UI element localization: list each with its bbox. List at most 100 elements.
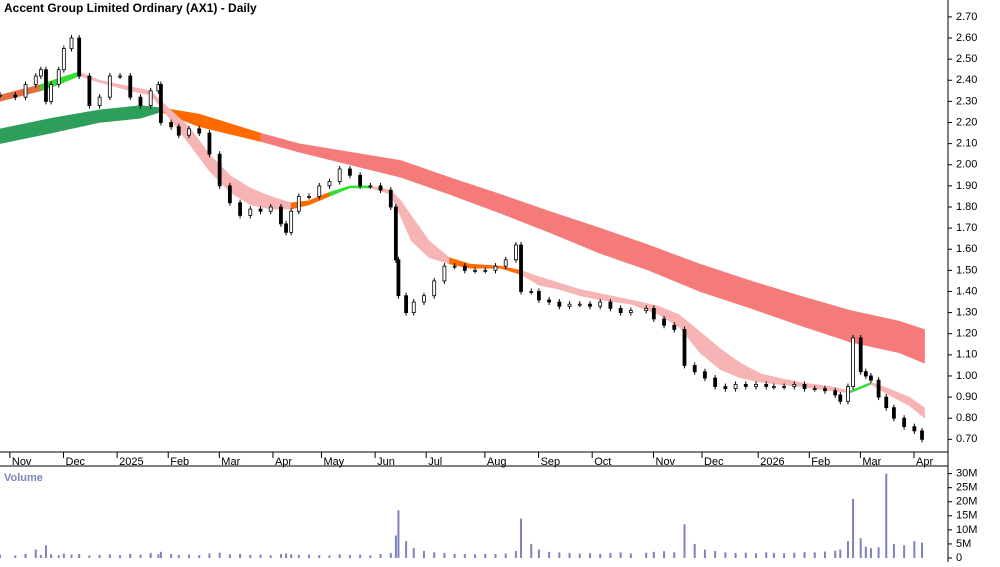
ribbon-segment (449, 257, 471, 269)
candle (692, 365, 697, 373)
candle (44, 69, 48, 102)
candle (577, 303, 582, 306)
candle (483, 269, 488, 272)
candle (128, 75, 133, 98)
candle (148, 90, 153, 107)
candle (138, 96, 143, 107)
volume-bar (772, 552, 775, 558)
candle (284, 223, 288, 233)
volume-bar (813, 552, 816, 558)
candle (307, 196, 311, 198)
volume-bar (70, 554, 73, 558)
volume-bar (422, 550, 425, 558)
volume-bar (663, 551, 666, 558)
candle (851, 337, 855, 387)
candle (197, 128, 202, 134)
volume-bar (869, 548, 872, 558)
candle (547, 299, 552, 303)
candle (396, 259, 401, 297)
x-tick-label: Feb (170, 456, 189, 468)
volume-bar (308, 554, 311, 558)
y-tick-label: 2.10 (956, 138, 977, 150)
volume-bar (609, 552, 612, 558)
volume-bar (170, 554, 173, 558)
x-tick-label: Sep (541, 456, 561, 468)
ribbon-segment (428, 240, 450, 265)
candle (644, 307, 649, 311)
candle (557, 301, 562, 307)
ribbon-segment (349, 151, 402, 178)
volume-bar (379, 554, 382, 558)
volume-bar (57, 555, 60, 558)
x-tick-label: Nov (12, 456, 32, 468)
y-tick-label: 0.90 (956, 391, 977, 403)
volume-bar (703, 549, 706, 558)
y-tick-label: 1.70 (956, 222, 977, 234)
volume-bar (249, 554, 252, 558)
axes: 0.70 0.80 0.90 1.00 1.10 1.20 1.30 1.40 1.50 1.60… (0, 0, 977, 564)
volume-bar (44, 545, 47, 558)
candle (682, 329, 687, 366)
volume-bar (578, 553, 581, 558)
volume-bar (108, 554, 111, 558)
candle (703, 371, 707, 379)
candle (248, 208, 253, 216)
candle (912, 426, 917, 432)
x-tick-label: Jun (377, 456, 395, 468)
candle (159, 84, 163, 123)
y-tick-label: 2.30 (956, 95, 977, 107)
candle (279, 206, 283, 225)
volume-bar (78, 554, 81, 558)
candle (56, 69, 61, 85)
volume-bar (34, 549, 37, 558)
volume-tick-label: 10M (956, 524, 977, 536)
candle (393, 206, 398, 261)
candle (876, 379, 881, 398)
volume-bar (755, 553, 757, 558)
candle (493, 265, 498, 271)
volume-bar (877, 547, 880, 558)
candle (268, 206, 273, 212)
candle (771, 386, 776, 388)
candle (588, 303, 592, 307)
y-tick-label: 2.50 (956, 53, 977, 65)
y-tick-label: 2.70 (956, 11, 977, 23)
y-tick-label: 1.80 (956, 201, 977, 213)
candle (651, 307, 656, 320)
volume-bar (619, 552, 622, 558)
candle (833, 390, 838, 396)
y-tick-label: 2.40 (956, 74, 977, 86)
candle (217, 153, 222, 187)
volume-bar (921, 542, 924, 558)
volume-bar (359, 554, 362, 558)
volume-bar (157, 554, 160, 558)
candle (422, 295, 426, 303)
candle (187, 128, 191, 136)
volume-bar (693, 543, 696, 558)
volume-bar (14, 555, 17, 558)
ribbon-segment (760, 373, 780, 385)
x-tick-label: Jul (428, 456, 442, 468)
volume-bar (269, 555, 272, 558)
candle (473, 269, 477, 272)
chart-title: Accent Group Limited Ordinary (AX1) - Da… (4, 1, 257, 15)
candle (902, 417, 907, 428)
candle (23, 84, 28, 98)
y-tick-label: 1.40 (956, 285, 977, 297)
ribbon-segment (400, 199, 412, 241)
volume-bar (652, 551, 655, 558)
volume-bar (24, 553, 27, 558)
x-tick-label: 2025 (119, 456, 143, 468)
ribbon-segment (750, 280, 800, 326)
y-tick-label: 2.60 (956, 32, 977, 44)
candle (258, 208, 263, 212)
candle (378, 185, 383, 191)
ribbon-segment (778, 377, 800, 387)
x-tick-label: Mar (221, 456, 240, 468)
ribbon-segment (99, 79, 131, 92)
volume-bar (765, 552, 768, 558)
x-tick-label: Nov (656, 456, 676, 468)
volume-bar (885, 473, 888, 558)
volume-bar (734, 552, 737, 558)
